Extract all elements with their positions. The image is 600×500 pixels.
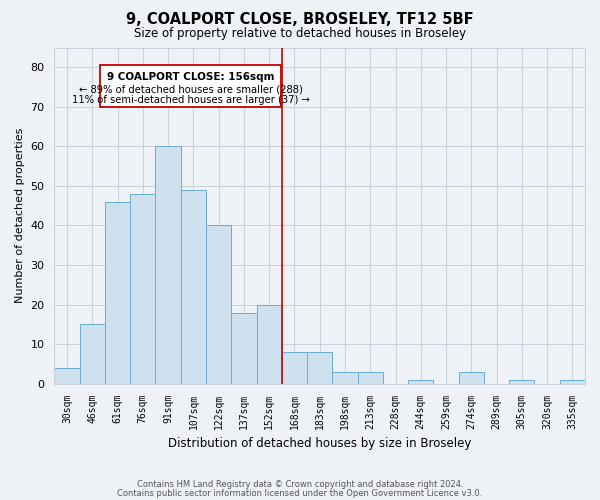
Bar [55,368,80,384]
Text: 9 COALPORT CLOSE: 156sqm: 9 COALPORT CLOSE: 156sqm [107,72,274,83]
Bar [130,194,155,384]
Bar [80,324,105,384]
Bar [206,226,231,384]
Text: 9, COALPORT CLOSE, BROSELEY, TF12 5BF: 9, COALPORT CLOSE, BROSELEY, TF12 5BF [126,12,474,28]
X-axis label: Distribution of detached houses by size in Broseley: Distribution of detached houses by size … [168,437,472,450]
FancyBboxPatch shape [100,66,281,107]
Bar [282,352,307,384]
Bar [408,380,433,384]
Bar [181,190,206,384]
Bar [332,372,358,384]
Bar [358,372,383,384]
Bar [560,380,585,384]
Text: Size of property relative to detached houses in Broseley: Size of property relative to detached ho… [134,28,466,40]
Text: Contains HM Land Registry data © Crown copyright and database right 2024.: Contains HM Land Registry data © Crown c… [137,480,463,489]
Bar [257,304,282,384]
Text: ← 89% of detached houses are smaller (288): ← 89% of detached houses are smaller (28… [79,84,302,94]
Bar [231,312,257,384]
Text: 11% of semi-detached houses are larger (37) →: 11% of semi-detached houses are larger (… [71,95,310,105]
Text: Contains public sector information licensed under the Open Government Licence v3: Contains public sector information licen… [118,488,482,498]
Bar [307,352,332,384]
Y-axis label: Number of detached properties: Number of detached properties [15,128,25,304]
Bar [509,380,535,384]
Bar [458,372,484,384]
Bar [105,202,130,384]
Bar [155,146,181,384]
